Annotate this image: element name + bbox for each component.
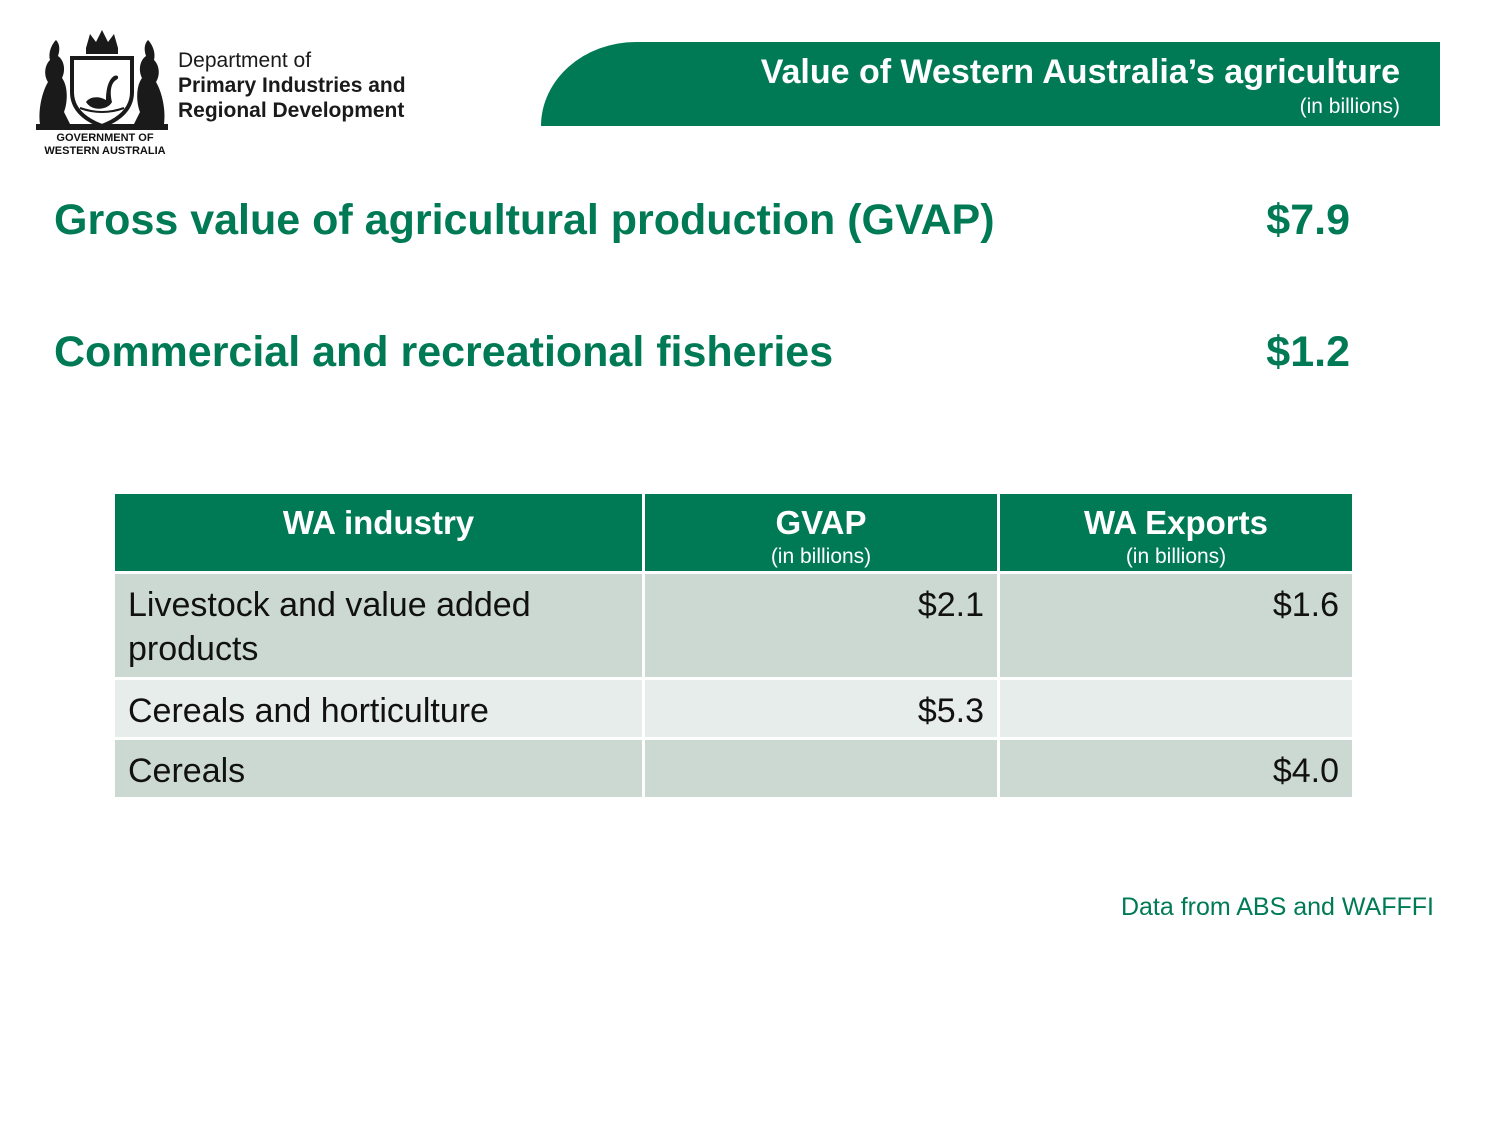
gvap-cell	[642, 737, 1000, 800]
table-row: Cereals $4.0	[112, 737, 1355, 800]
column-header-gvap: GVAP (in billions)	[642, 491, 1000, 574]
column-title: GVAP	[775, 504, 867, 541]
column-header-industry: WA industry	[112, 491, 645, 574]
department-line: Primary Industries and	[178, 74, 406, 97]
column-subtitle: (in billions)	[1125, 545, 1227, 568]
industry-cell: Livestock and value added products	[112, 571, 645, 680]
industry-table: WA industry GVAP (in billions) WA Export…	[112, 491, 1355, 800]
source-note: Data from ABS and WAFFFI	[1120, 893, 1434, 921]
gvap-cell: $2.1	[642, 571, 1000, 680]
department-name: Department of Primary Industries and Reg…	[178, 48, 406, 123]
stat-value: $7.9	[1266, 196, 1350, 244]
stat-value: $1.2	[1266, 328, 1350, 376]
department-logo: GOVERNMENT OF WESTERN AUSTRALIA Departme…	[30, 26, 450, 166]
stat-label: Commercial and recreational fisheries	[54, 328, 834, 376]
column-subtitle: (in billions)	[770, 545, 872, 568]
table-row: Livestock and value added products $2.1 …	[112, 571, 1355, 680]
exports-cell: $1.6	[997, 571, 1355, 680]
government-line: WESTERN AUSTRALIA	[44, 145, 166, 157]
column-title: WA industry	[282, 504, 475, 541]
government-label: GOVERNMENT OF WESTERN AUSTRALIA	[30, 132, 180, 158]
industry-cell: Cereals and horticulture	[112, 677, 645, 740]
exports-cell	[997, 677, 1355, 740]
table-row: Cereals and horticulture $5.3	[112, 677, 1355, 740]
gvap-cell: $5.3	[642, 677, 1000, 740]
page-title: Value of Western Australia’s agriculture	[760, 53, 1400, 91]
wa-coat-of-arms-icon	[36, 30, 168, 130]
stat-label: Gross value of agricultural production (…	[54, 196, 995, 244]
department-line: Regional Development	[178, 99, 405, 122]
department-line: Department of	[178, 49, 312, 72]
stat-fisheries: Commercial and recreational fisheries $1…	[54, 328, 1350, 384]
industry-cell: Cereals	[112, 737, 645, 800]
column-title: WA Exports	[1084, 504, 1268, 541]
government-line: GOVERNMENT OF	[56, 132, 154, 144]
stat-gvap: Gross value of agricultural production (…	[54, 196, 1350, 252]
page-subtitle: (in billions)	[1299, 95, 1400, 118]
column-header-exports: WA Exports (in billions)	[997, 491, 1355, 574]
table-header-row: WA industry GVAP (in billions) WA Export…	[112, 491, 1355, 574]
title-banner: Value of Western Australia’s agriculture…	[541, 42, 1440, 126]
exports-cell: $4.0	[997, 737, 1355, 800]
